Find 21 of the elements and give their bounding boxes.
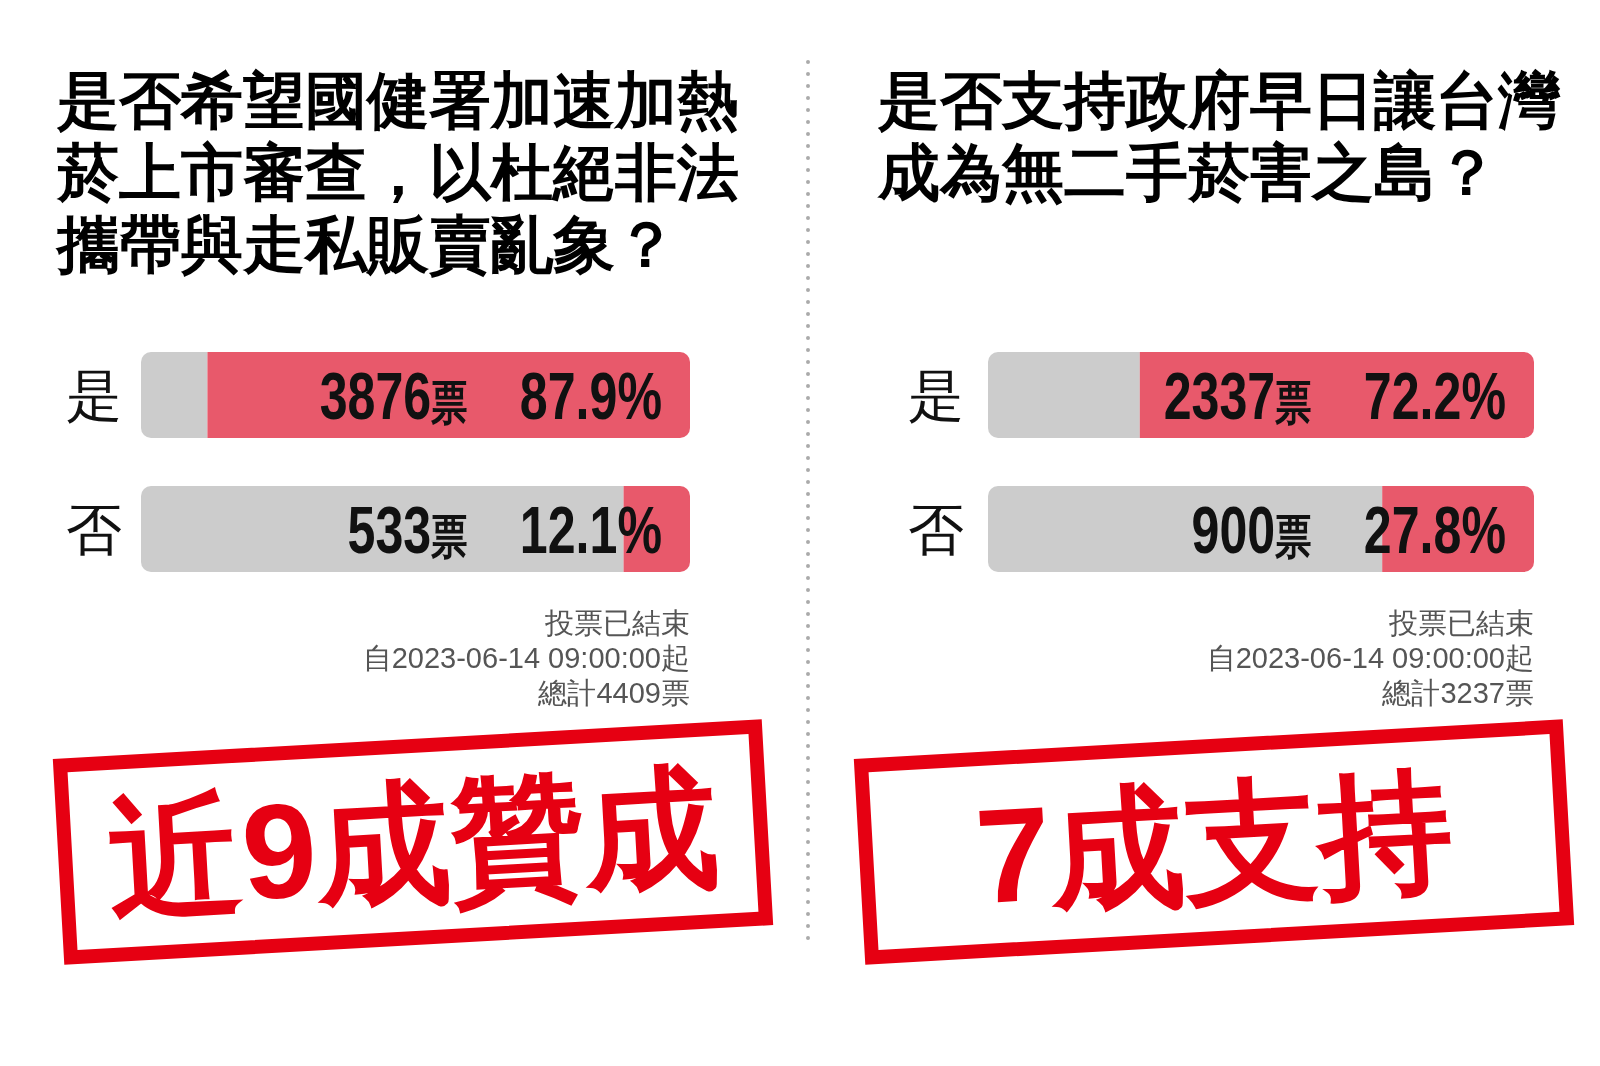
text: 總計4409票	[537, 677, 690, 709]
annotation: 3876票	[319, 359, 468, 433]
data-label: 72.2%	[1363, 359, 1506, 433]
annotation: 533票	[347, 493, 468, 567]
annotation: 900票	[1191, 493, 1312, 567]
y-tick-label: 是	[908, 364, 964, 428]
y-tick-label: 是	[66, 364, 122, 428]
text: 自2023-06-14 09:00:00起	[1206, 642, 1534, 674]
text: 投票已結束	[544, 607, 690, 639]
y-tick-label: 否	[908, 497, 964, 561]
text: 總計3237票	[1381, 677, 1534, 709]
y-tick-label: 否	[66, 497, 122, 561]
data-label: 87.9%	[519, 359, 662, 433]
chart-title: 是否希望國健署加速加熱菸上市審查，以杜絕非法攜帶與走私販賣亂象？	[55, 66, 739, 279]
text: 近9成贊成	[104, 752, 723, 935]
data-label: 27.8%	[1363, 493, 1506, 567]
text: 投票已結束	[1388, 607, 1534, 639]
text: 7成支持	[972, 755, 1457, 932]
text: 自2023-06-14 09:00:00起	[362, 642, 690, 674]
annotation: 2337票	[1163, 359, 1312, 433]
chart-title: 是否支持政府早日讓台灣成為無二手菸害之島？	[877, 66, 1561, 207]
